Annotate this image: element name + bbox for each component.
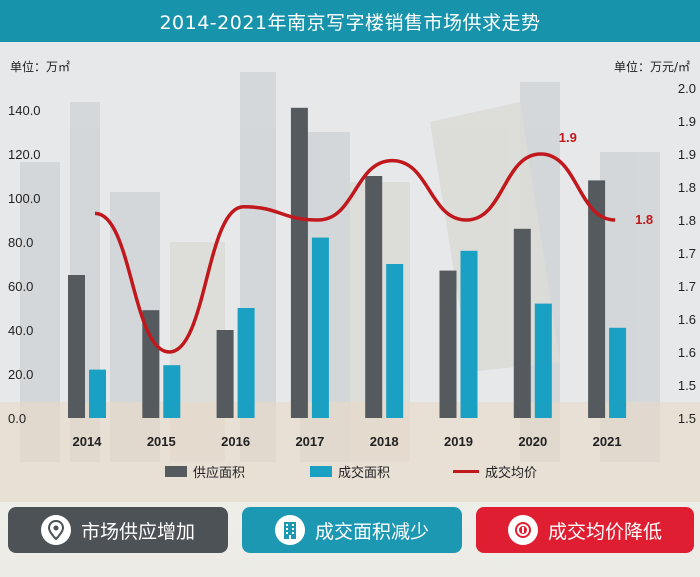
supply-bar <box>142 310 160 418</box>
avg-price-line <box>94 152 616 354</box>
deal-bar <box>311 237 329 418</box>
left-axis-tick-label: 140.0 <box>8 103 41 118</box>
supply-bar <box>365 176 383 418</box>
legend-swatch <box>310 466 332 477</box>
right-axis-unit: 单位：万元/㎡ <box>613 60 690 74</box>
city-background-image <box>0 42 700 502</box>
deal-bar <box>163 365 181 418</box>
deal-bar <box>386 264 404 418</box>
legend-label: 成交面积 <box>338 466 391 481</box>
supply-bar <box>513 228 531 418</box>
left-axis-tick-label: 60.0 <box>8 279 33 294</box>
legend-swatch <box>453 470 479 473</box>
avg-price-data-label: 1.8 <box>635 212 653 227</box>
right-axis-tick-label: 1.6 <box>678 312 696 327</box>
summary-badge-label: 市场供应增加 <box>80 520 195 543</box>
legend-label: 成交均价 <box>485 466 538 481</box>
right-axis-tick-label: 1.5 <box>678 378 696 393</box>
avg-price-data-label: 1.9 <box>559 130 577 145</box>
legend-swatch <box>165 466 187 477</box>
right-axis-tick-label: 1.6 <box>678 345 696 360</box>
x-axis-tick-label: 2020 <box>518 434 547 449</box>
building-icon <box>274 515 305 545</box>
chart-title: 2014-2021年南京写字楼销售市场供求走势 <box>159 11 541 34</box>
x-axis-tick-label: 2021 <box>593 434 622 449</box>
deal-bar <box>237 308 255 418</box>
left-axis-tick-label: 0.0 <box>8 411 26 426</box>
right-axis-tick-label: 2.0 <box>678 81 696 96</box>
left-axis-tick-label: 20.0 <box>8 367 33 382</box>
legend-label: 供应面积 <box>193 466 246 481</box>
right-axis-tick-label: 1.8 <box>678 180 696 195</box>
right-axis-tick-label: 1.7 <box>678 246 696 261</box>
coin-icon <box>507 515 538 545</box>
left-axis-tick-label: 40.0 <box>8 323 33 338</box>
x-axis-tick-label: 2019 <box>444 434 473 449</box>
left-axis-unit: 单位：万㎡ <box>10 60 71 74</box>
location-pin-icon <box>40 515 71 545</box>
title-bar: 2014-2021年南京写字楼销售市场供求走势 <box>0 0 700 42</box>
deal-bar <box>460 250 478 418</box>
x-axis-tick-label: 2014 <box>73 434 103 449</box>
deal-bar <box>89 369 106 418</box>
x-axis-tick-label: 2018 <box>370 434 399 449</box>
left-axis-tick-label: 100.0 <box>8 191 41 206</box>
right-axis-tick-label: 1.7 <box>678 279 696 294</box>
right-axis-tick-label: 1.9 <box>678 114 696 129</box>
right-axis-tick-label: 1.9 <box>678 147 696 162</box>
x-axis-tick-label: 2015 <box>147 434 176 449</box>
legend-item: 成交面积 <box>310 462 390 481</box>
deal-bar <box>609 327 627 418</box>
supply-bar <box>68 275 85 418</box>
deal-bar <box>534 303 552 418</box>
legend-item: 成交均价 <box>453 462 537 481</box>
supply-bar <box>290 107 308 419</box>
summary-badge-label: 成交面积减少 <box>314 520 429 543</box>
right-axis-tick-label: 1.5 <box>678 411 696 426</box>
left-axis-tick-label: 120.0 <box>8 147 41 162</box>
chart-legend: 供应面积 成交面积 成交均价 <box>0 462 700 482</box>
summary-badge: 成交均价降低 <box>476 507 694 553</box>
x-axis-tick-label: 2016 <box>221 434 250 449</box>
legend-item: 供应面积 <box>165 462 245 481</box>
supply-bar <box>588 180 606 418</box>
left-axis-tick-label: 80.0 <box>8 235 33 250</box>
summary-badge: 市场供应增加 <box>8 507 228 553</box>
supply-bar <box>439 270 457 418</box>
summary-badge-label: 成交均价降低 <box>547 520 662 543</box>
supply-bar <box>216 330 234 418</box>
x-axis-tick-label: 2017 <box>295 434 324 449</box>
right-axis-tick-label: 1.8 <box>678 213 696 228</box>
summary-badge: 成交面积减少 <box>242 507 462 553</box>
